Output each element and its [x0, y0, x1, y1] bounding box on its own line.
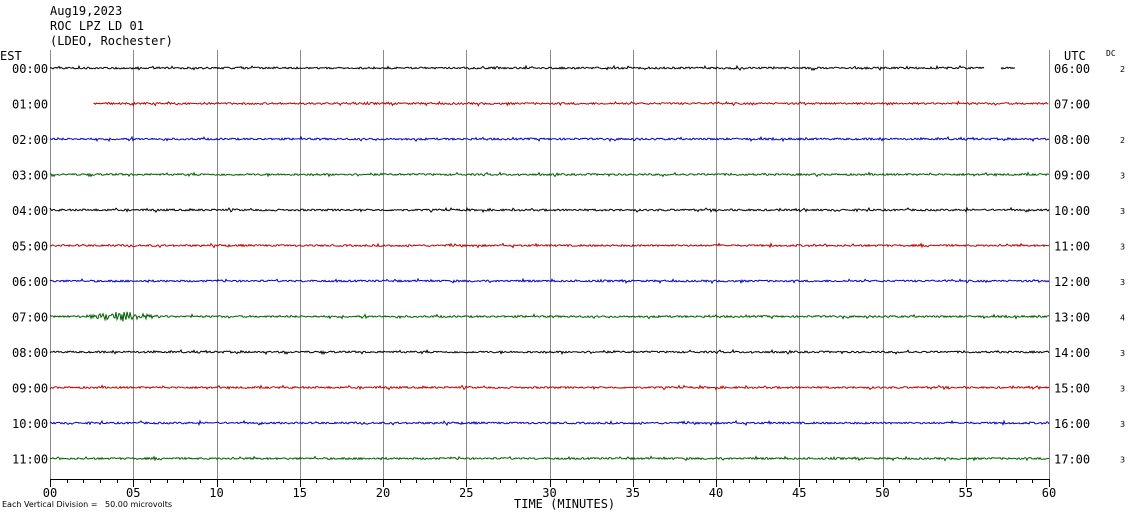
utc-label-1200: 12:00 [1054, 275, 1090, 289]
dc-value: 3 [1120, 349, 1125, 358]
dc-value: 3 [1120, 420, 1125, 429]
est-label-0400: 04:00 [12, 204, 48, 218]
utc-label-1700: 17:00 [1054, 453, 1090, 467]
dc-value: 3 [1120, 278, 1125, 287]
trace-0500 [49, 242, 1050, 249]
x-tick-label-50: 50 [875, 486, 889, 500]
x-tick-label-00: 00 [43, 486, 57, 500]
utc-label-1000: 10:00 [1054, 204, 1090, 218]
dc-value: 3 [1120, 172, 1125, 181]
trace-0000 [49, 64, 1016, 72]
x-tick-label-15: 15 [293, 486, 307, 500]
est-label-0200: 02:00 [12, 133, 48, 147]
x-tick-label-10: 10 [209, 486, 223, 500]
est-label-1100: 11:00 [12, 453, 48, 467]
dc-value: 3 [1120, 385, 1125, 394]
x-axis-title: TIME (MINUTES) [514, 497, 616, 511]
trace-0400 [49, 206, 1050, 214]
x-tick-label-05: 05 [126, 486, 140, 500]
network-label: (LDEO, Rochester) [50, 34, 173, 48]
est-label-0900: 09:00 [12, 382, 48, 396]
trace-0700 [49, 311, 1050, 322]
trace-0200 [49, 135, 1050, 143]
x-tick-label-40: 40 [709, 486, 723, 500]
dc-value: 2 [1120, 136, 1125, 145]
x-tick-label-60: 60 [1042, 486, 1056, 500]
utc-label-0600: 06:00 [1054, 62, 1090, 76]
utc-label-1300: 13:00 [1054, 311, 1090, 325]
utc-label-0900: 09:00 [1054, 169, 1090, 183]
trace-0900 [49, 384, 1050, 391]
utc-axis-title: UTC [1064, 49, 1086, 63]
est-label-0000: 00:00 [12, 62, 48, 76]
est-label-0600: 06:00 [12, 275, 48, 289]
utc-label-1100: 11:00 [1054, 240, 1090, 254]
utc-label-0700: 07:00 [1054, 98, 1090, 112]
x-tick-label-25: 25 [459, 486, 473, 500]
est-label-0700: 07:00 [12, 311, 48, 325]
trace-0600 [49, 277, 1050, 285]
dc-value: 3 [1120, 243, 1125, 252]
x-tick-label-20: 20 [376, 486, 390, 500]
dc-value: 4 [1120, 314, 1125, 323]
utc-label-1600: 16:00 [1054, 417, 1090, 431]
utc-label-1400: 14:00 [1054, 346, 1090, 360]
dc-value: 3 [1120, 456, 1125, 465]
est-label-0100: 01:00 [12, 98, 48, 112]
est-label-0300: 03:00 [12, 169, 48, 183]
x-tick-label-35: 35 [626, 486, 640, 500]
utc-label-0800: 08:00 [1054, 133, 1090, 147]
est-axis-title: EST [0, 49, 22, 63]
trace-0300 [49, 171, 1050, 178]
scale-note: Each Vertical Division = 50.00 microvolt… [2, 500, 173, 509]
est-label-0500: 05:00 [12, 240, 48, 254]
date-label: Aug19,2023 [50, 4, 123, 18]
trace-1000 [50, 419, 1050, 427]
x-tick-label-55: 55 [959, 486, 973, 500]
dc-column-title: DC [1106, 49, 1116, 58]
utc-label-1500: 15:00 [1054, 382, 1090, 396]
station-label: ROC LPZ LD 01 [50, 19, 144, 33]
dc-value: 2 [1120, 65, 1125, 74]
x-tick-label-45: 45 [792, 486, 806, 500]
trace-0800 [49, 348, 1050, 356]
x-tick-label-30: 30 [542, 486, 556, 500]
trace-1100 [49, 455, 1050, 462]
est-label-0800: 08:00 [12, 346, 48, 360]
est-label-1000: 10:00 [12, 417, 48, 431]
trace-0100 [93, 100, 1049, 107]
dc-value: 3 [1120, 207, 1125, 216]
